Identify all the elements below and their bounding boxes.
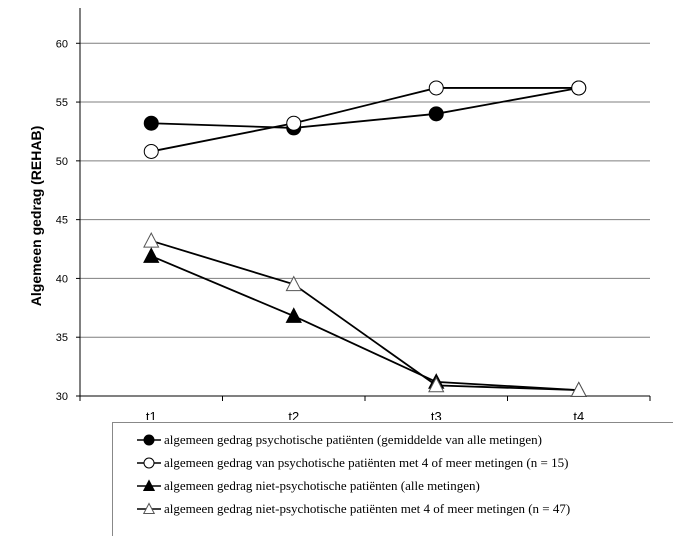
data-point-2-t4 (571, 80, 587, 96)
legend-label: algemeen gedrag van psychotische patiënt… (164, 455, 569, 470)
line-chart: 30 35 40 45 50 55 60 t1 t2 t3 t4 Algemeen gedrag … (28, 8, 651, 420)
legend-symbol-4 (137, 502, 161, 514)
series-line-2 (151, 87, 579, 153)
series-line-4 (150, 239, 579, 392)
legend-marker (143, 434, 155, 446)
legend-symbol-1 (137, 434, 161, 446)
grid-lines (80, 42, 650, 338)
legend-item-3: algemeen gedrag niet-psychotische patiën… (137, 476, 480, 496)
data-point-2-t2 (286, 115, 302, 131)
legend-label: algemeen gedrag niet-psychotische patiën… (164, 478, 480, 493)
series-1 (143, 80, 587, 136)
x-tick-label-t2: t2 (288, 409, 299, 420)
data-point-3-t1 (143, 247, 160, 263)
legend-marker (142, 479, 156, 491)
data-point-4-t2 (285, 275, 302, 292)
series-4 (143, 232, 587, 397)
data-point-2-t1 (143, 143, 159, 159)
x-tick-label-t4: t4 (573, 409, 584, 420)
legend-item-4: algemeen gedrag niet-psychotische patiën… (137, 499, 570, 519)
series-line-3 (150, 255, 579, 392)
data-point-4-t3 (428, 376, 445, 393)
series-group (143, 80, 587, 397)
x-tick-labels: t1 t2 t3 t4 (79, 396, 651, 420)
series-2 (143, 80, 587, 159)
y-tick-label: 45 (56, 215, 68, 227)
y-tick-label: 50 (56, 156, 68, 168)
legend-symbol-2 (137, 457, 161, 469)
data-point-2-t3 (428, 80, 444, 96)
y-tick-label: 60 (56, 38, 68, 50)
y-tick-label: 55 (56, 97, 68, 109)
data-point-1-t3 (428, 106, 444, 122)
y-tick-labels: 30 35 40 45 50 55 60 (56, 38, 80, 403)
series-line-1 (151, 87, 579, 129)
legend-marker (142, 502, 156, 514)
data-point-1-t1 (143, 115, 159, 131)
legend-marker (143, 457, 155, 469)
y-tick-label: 30 (56, 391, 68, 403)
y-tick-label: 40 (56, 273, 68, 285)
data-point-4-t4 (570, 381, 587, 397)
y-tick-label: 35 (56, 332, 68, 344)
series-3 (143, 247, 587, 397)
y-axis-label: Algemeen gedrag (REHAB) (28, 126, 44, 306)
data-point-3-t2 (285, 307, 302, 323)
legend: algemeen gedrag psychotische patiënten (… (112, 422, 673, 536)
legend-label: algemeen gedrag niet-psychotische patiën… (164, 501, 571, 516)
x-tick-label-t1: t1 (146, 409, 157, 420)
x-tick-label-t3: t3 (431, 409, 442, 420)
data-point-4-t1 (143, 232, 160, 248)
legend-item-2: algemeen gedrag van psychotische patiënt… (137, 453, 568, 473)
legend-symbol-3 (137, 479, 161, 491)
legend-label: algemeen gedrag psychotische patiënten (… (164, 432, 542, 447)
legend-item-1: algemeen gedrag psychotische patiënten (… (137, 430, 542, 450)
